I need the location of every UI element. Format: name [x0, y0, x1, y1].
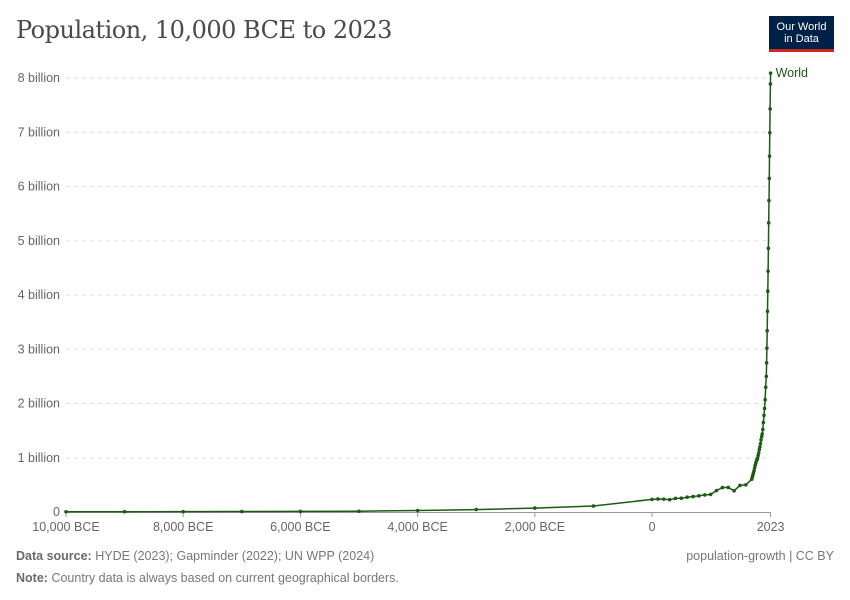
data-point [755, 456, 760, 461]
data-point [744, 483, 748, 487]
y-tick-label: 5 billion [18, 234, 60, 248]
y-tick-label: 3 billion [18, 342, 60, 356]
data-point [760, 432, 765, 436]
data-point [720, 485, 725, 490]
data-point [762, 413, 766, 418]
data-point [756, 453, 760, 458]
data-point [767, 176, 772, 181]
y-tick-label: 7 billion [18, 125, 60, 139]
data-point [697, 494, 701, 498]
data-point [762, 406, 767, 411]
data-point [768, 107, 772, 111]
note: Note: Country data is always based on cu… [16, 571, 399, 585]
chart-title: Population, 10,000 BCE to 2023 [16, 16, 392, 44]
data-point [752, 466, 757, 470]
data-point [181, 509, 186, 514]
x-tick-label: 10,000 BCE [32, 520, 99, 534]
data-point [656, 497, 660, 501]
data-point [240, 509, 244, 514]
source-label: Data source: [16, 549, 92, 563]
note-label: Note: [16, 571, 48, 585]
data-point [661, 497, 666, 501]
note-text: Country data is always based on current … [51, 571, 399, 585]
data-point [702, 493, 707, 497]
data-point [726, 485, 731, 490]
data-point [761, 427, 765, 432]
y-tick-label: 4 billion [18, 288, 60, 302]
source-text[interactable]: HYDE (2023); Gapminder (2022); UN WPP (2… [95, 549, 375, 563]
x-tick-label: 8,000 BCE [153, 520, 213, 534]
data-point [685, 495, 690, 499]
x-tick-label: 2023 [757, 520, 785, 534]
data-point [667, 497, 672, 502]
data-point [764, 361, 769, 365]
data-point [759, 438, 763, 442]
data-point [765, 329, 770, 333]
license[interactable]: population-growth | CC BY [686, 549, 834, 563]
y-tick-label: 6 billion [18, 180, 60, 194]
data-point [650, 497, 654, 502]
data-point [764, 374, 769, 379]
data-point [768, 130, 772, 135]
x-tick-label: 2,000 BCE [505, 520, 565, 534]
data-point [415, 508, 420, 513]
data-point [357, 509, 361, 514]
data-point [763, 397, 767, 402]
data-point [122, 509, 127, 514]
x-tick-label: 0 [649, 520, 656, 534]
data-point [738, 483, 742, 488]
data-point [765, 309, 770, 314]
data-point [591, 504, 596, 508]
data-point [298, 509, 303, 514]
data-point [474, 507, 479, 512]
data-point [64, 509, 68, 514]
data-point [767, 154, 772, 158]
data-point [752, 468, 756, 473]
data-point [732, 489, 736, 493]
data-point [679, 496, 684, 501]
logo-line2: in Data [784, 33, 819, 45]
data-point [691, 494, 695, 499]
data-point [766, 246, 771, 251]
data-point [673, 496, 678, 501]
logo-line1: Our World [776, 21, 827, 33]
y-tick-label: 1 billion [18, 451, 60, 465]
data-point [763, 385, 768, 390]
owid-logo[interactable]: Our World in Data [769, 16, 834, 52]
data-point [761, 420, 766, 425]
y-tick-label: 2 billion [18, 397, 60, 411]
data-point [768, 82, 773, 86]
data-point [714, 488, 719, 493]
data-point [768, 71, 773, 75]
data-point [756, 451, 761, 455]
data-point [766, 221, 771, 225]
x-tick-label: 4,000 BCE [387, 520, 447, 534]
data-point [765, 289, 770, 294]
data-point [758, 445, 762, 449]
data-point [708, 492, 713, 497]
data-point [766, 269, 770, 273]
data-point [765, 346, 769, 350]
data-source: Data source: HYDE (2023); Gapminder (202… [16, 549, 374, 563]
y-tick-label: 0 [53, 505, 60, 519]
x-tick-label: 6,000 BCE [270, 520, 330, 534]
data-point [759, 434, 764, 439]
data-point [767, 198, 771, 203]
data-point [757, 447, 762, 452]
series-label-world: World [776, 66, 808, 80]
series-line-world [65, 73, 772, 513]
y-tick-label: 8 billion [18, 71, 60, 85]
data-point [758, 441, 763, 446]
data-point [533, 506, 537, 510]
